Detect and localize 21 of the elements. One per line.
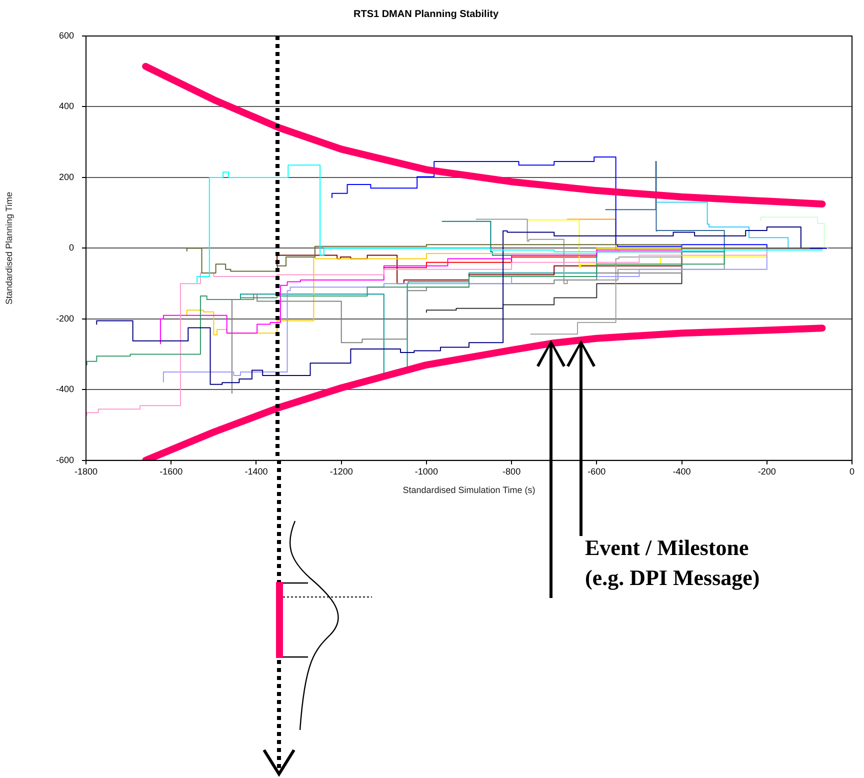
x-tick-label: 0 bbox=[849, 466, 855, 476]
y-tick-label: 0 bbox=[68, 242, 74, 253]
x-axis-title: Standardised Simulation Time (s) bbox=[402, 485, 536, 496]
y-tick-label: 200 bbox=[58, 172, 74, 182]
y-tick-label: -200 bbox=[56, 313, 74, 324]
chart-title: RTS1 DMAN Planning Stability bbox=[353, 8, 499, 20]
x-tick-label: -1400 bbox=[244, 466, 268, 476]
y-tick-label: 600 bbox=[58, 30, 74, 40]
y-tick-label: -600 bbox=[56, 454, 74, 465]
y-tick-label: 400 bbox=[58, 101, 74, 112]
y-axis-title: Standardised Planning Time bbox=[4, 192, 14, 304]
x-tick-label: -800 bbox=[502, 466, 521, 476]
x-tick-label: -1600 bbox=[160, 466, 183, 476]
x-tick-label: -600 bbox=[588, 466, 606, 476]
text: Event / Milestone (e.g. DPI Message) bbox=[585, 534, 761, 592]
x-tick-label: -400 bbox=[672, 466, 691, 476]
x-tick-label: -1000 bbox=[414, 466, 438, 476]
x-tick-label: -200 bbox=[758, 466, 776, 476]
y-tick-label: -400 bbox=[56, 384, 74, 394]
x-tick-label: -1800 bbox=[74, 466, 98, 476]
x-tick-label: -1200 bbox=[330, 466, 353, 476]
